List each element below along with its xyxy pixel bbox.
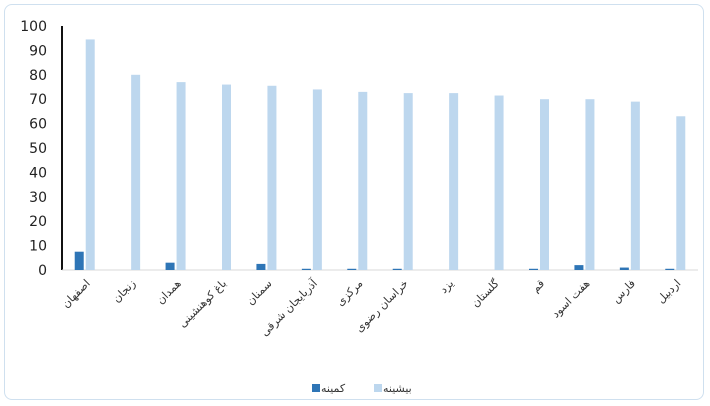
category-label: اصفهان bbox=[59, 277, 93, 311]
category-label: سمنان bbox=[244, 277, 275, 308]
category-label: فارس bbox=[609, 277, 638, 306]
category-label: هفت اسود bbox=[549, 277, 593, 321]
bar-min bbox=[256, 263, 266, 270]
y-tick-label: 60 bbox=[29, 117, 47, 133]
category-label: مرکزی bbox=[334, 277, 366, 309]
category-label: اردبیل bbox=[654, 277, 683, 306]
bar-max bbox=[312, 89, 322, 270]
y-tick-label: 10 bbox=[29, 239, 47, 255]
y-tick-label: 50 bbox=[29, 141, 47, 157]
bar-max bbox=[358, 91, 368, 270]
bar-max bbox=[630, 101, 640, 270]
bar-max bbox=[85, 39, 95, 270]
bar-max bbox=[540, 99, 549, 270]
bar-min bbox=[301, 268, 311, 270]
y-tick-label: 40 bbox=[29, 165, 47, 181]
category-label: همدان bbox=[154, 277, 184, 307]
y-tick-label: 0 bbox=[38, 263, 47, 279]
y-tick-label: 70 bbox=[29, 92, 47, 108]
legend-swatch-min bbox=[312, 384, 320, 392]
bar-max bbox=[449, 93, 459, 270]
bar-min bbox=[347, 268, 357, 270]
bar-min bbox=[665, 268, 675, 270]
bar-max bbox=[585, 99, 595, 270]
bar-min bbox=[529, 268, 538, 270]
bar-max bbox=[403, 93, 413, 270]
bar-max bbox=[494, 95, 504, 270]
bar-min bbox=[74, 251, 84, 270]
y-tick-label: 90 bbox=[29, 43, 47, 59]
bar-min bbox=[392, 268, 402, 270]
bar-max bbox=[176, 82, 186, 271]
y-tick-label: 20 bbox=[29, 214, 47, 230]
bar-min bbox=[619, 267, 629, 270]
y-tick-label: 30 bbox=[29, 190, 47, 206]
category-label: باغ کوهنشینی bbox=[176, 277, 229, 330]
bar-max bbox=[676, 116, 686, 270]
category-label: یزد bbox=[437, 277, 456, 296]
bar-max bbox=[267, 85, 277, 270]
legend-label-max: بیشینه bbox=[383, 382, 412, 395]
bar-min bbox=[574, 265, 584, 270]
category-label: زنجان bbox=[110, 277, 138, 305]
legend-label-min: کمینه bbox=[321, 382, 346, 395]
legend-swatch-max bbox=[374, 384, 382, 392]
y-tick-label: 80 bbox=[29, 68, 47, 84]
bar-max bbox=[131, 74, 141, 270]
bar-max bbox=[222, 84, 231, 270]
category-label: قم bbox=[529, 277, 547, 295]
y-tick-label: 100 bbox=[20, 19, 47, 35]
category-label: گلستان bbox=[469, 276, 502, 309]
bar-min bbox=[165, 262, 175, 270]
